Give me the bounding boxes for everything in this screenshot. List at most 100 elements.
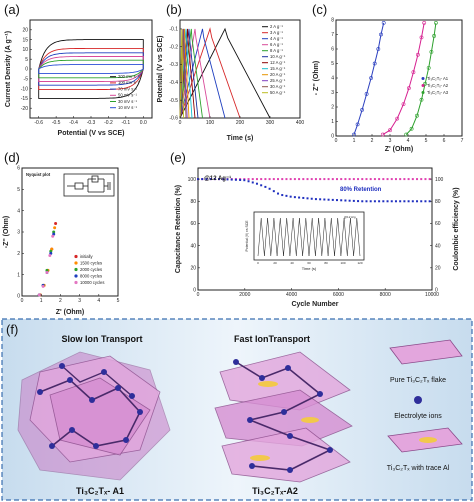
nyquist-point	[49, 249, 53, 253]
inset-plot	[257, 217, 361, 257]
efficiency-point	[272, 178, 275, 181]
nyquist-point	[395, 116, 400, 121]
x-tick-label: 0	[197, 292, 200, 298]
efficiency-point	[298, 178, 301, 181]
panel-d-xlabel: Z' (Ohm)	[56, 309, 85, 316]
legend-entry: 30 mV s⁻¹	[118, 99, 138, 104]
retention-point	[205, 178, 208, 181]
efficiency-point	[394, 178, 397, 181]
panel-b-label: (b)	[166, 2, 182, 17]
retention-point	[251, 181, 254, 184]
panel-d-ylabel: -Z'' (Ohm)	[3, 216, 10, 249]
efficiency-point	[403, 178, 406, 181]
panel-b-yticks: -0.6 -0.5 -0.4 -0.3 -0.2 -0.1	[169, 27, 182, 122]
retention-point	[340, 199, 343, 202]
nyquist-point	[51, 234, 55, 238]
fast-ion-title: Fast IonTransport	[234, 334, 310, 344]
legend-entry: 2000 cycles	[80, 267, 102, 272]
panel-e-xticks: 0 2000 4000 6000 8000 10000	[197, 288, 439, 298]
efficiency-point	[386, 178, 389, 181]
y-tick-label-right: 60	[435, 221, 441, 227]
efficiency-point	[306, 178, 309, 181]
nyquist-point	[409, 126, 414, 131]
retention-point	[255, 182, 258, 185]
nyquist-point	[422, 20, 427, 25]
y-tick-label: -15	[21, 96, 28, 102]
panel-d-title: Nyquist plot	[26, 172, 51, 177]
retention-point	[285, 194, 288, 197]
y-tick-label: -5	[24, 77, 29, 83]
inset-x-tick-label: 20	[273, 261, 277, 265]
panel-a-plot	[38, 39, 144, 99]
legend-entry: 10 A g⁻¹	[270, 54, 286, 59]
efficiency-point	[323, 178, 326, 181]
x-tick-label: 100	[206, 120, 215, 126]
legend-swatch	[421, 77, 425, 80]
x-tick-label: 5	[425, 138, 428, 144]
gcd-curve	[179, 28, 196, 119]
nyquist-point	[41, 284, 45, 288]
legend-entry: 8000 cycles	[80, 274, 102, 279]
retention-point	[352, 199, 355, 202]
efficiency-point	[340, 178, 343, 181]
retention-point	[357, 200, 360, 203]
legend-entry: 100 mV s⁻¹	[118, 80, 140, 85]
legend-entry: 50 mV s⁻¹	[118, 93, 138, 98]
nyquist-point	[429, 50, 434, 54]
retention-point	[234, 178, 237, 181]
x-tick-label: 2000	[239, 292, 250, 298]
nyquist-point	[379, 32, 383, 37]
y-tick-label: 20	[22, 28, 28, 34]
legend-entry: 10 mV s⁻¹	[118, 105, 138, 110]
y-tick-label: 0	[25, 67, 28, 73]
y-tick-label: -20	[21, 106, 28, 112]
y-tick-label: 2	[17, 251, 20, 257]
efficiency-point	[420, 178, 423, 181]
x-tick-label: 6	[443, 138, 446, 144]
retention-point	[319, 198, 322, 201]
nyquist-point	[415, 113, 419, 118]
y-tick-label-right: 20	[435, 266, 441, 272]
trace-al-icon	[419, 437, 437, 443]
legend-entry: 2 A g⁻¹	[270, 24, 284, 29]
y-tick-label: 5	[17, 187, 20, 193]
gcd-curve	[179, 28, 211, 119]
retention-point	[365, 200, 368, 203]
panel-e-plot	[197, 178, 431, 203]
efficiency-point	[390, 178, 393, 181]
legend-entry: 10000 cycles	[80, 280, 104, 285]
y-tick-label: -0.1	[169, 27, 178, 33]
nyquist-point	[419, 35, 424, 40]
panel-e-ylabel-right: Coulombic efficiency (%)	[453, 187, 460, 270]
efficiency-point	[277, 178, 280, 181]
retention-point	[277, 192, 280, 195]
y-tick-label: 2	[331, 105, 334, 111]
x-tick-label: 3	[389, 138, 392, 144]
panel-d-xticks: 0 1 2 3 4 5	[21, 294, 120, 304]
legend-entry: 15 A g⁻¹	[270, 66, 286, 71]
y-tick-label: 0	[17, 294, 20, 300]
schematic-legend: Pure Ti₃C₂Tₓ flake Electrolyte ions Ti₃C…	[387, 339, 463, 472]
panel-b-xlabel: Time (s)	[227, 135, 254, 142]
efficiency-point	[327, 178, 330, 181]
x-tick-label: 200	[236, 120, 245, 126]
x-tick-label: 3	[78, 298, 81, 304]
nyquist-point	[380, 132, 385, 137]
legend-swatch	[74, 261, 78, 265]
nyquist-point	[53, 226, 57, 230]
legend-entry: Ti₃C₂Tₓ- A1	[427, 76, 449, 81]
retention-point	[293, 196, 296, 199]
x-tick-label: 7	[461, 138, 464, 144]
efficiency-point	[411, 178, 414, 181]
retention-point	[394, 200, 397, 203]
efficiency-point	[335, 178, 338, 181]
efficiency-point	[331, 178, 334, 181]
y-tick-label-right: 100	[435, 177, 444, 183]
y-tick-label: 20	[190, 266, 196, 272]
panel-a-xlabel: Potential (V vs SCE)	[58, 130, 125, 137]
y-tick-label: 3	[331, 90, 334, 96]
efficiency-point	[407, 178, 410, 181]
nyquist-point	[401, 102, 406, 107]
efficiency-point	[285, 178, 288, 181]
